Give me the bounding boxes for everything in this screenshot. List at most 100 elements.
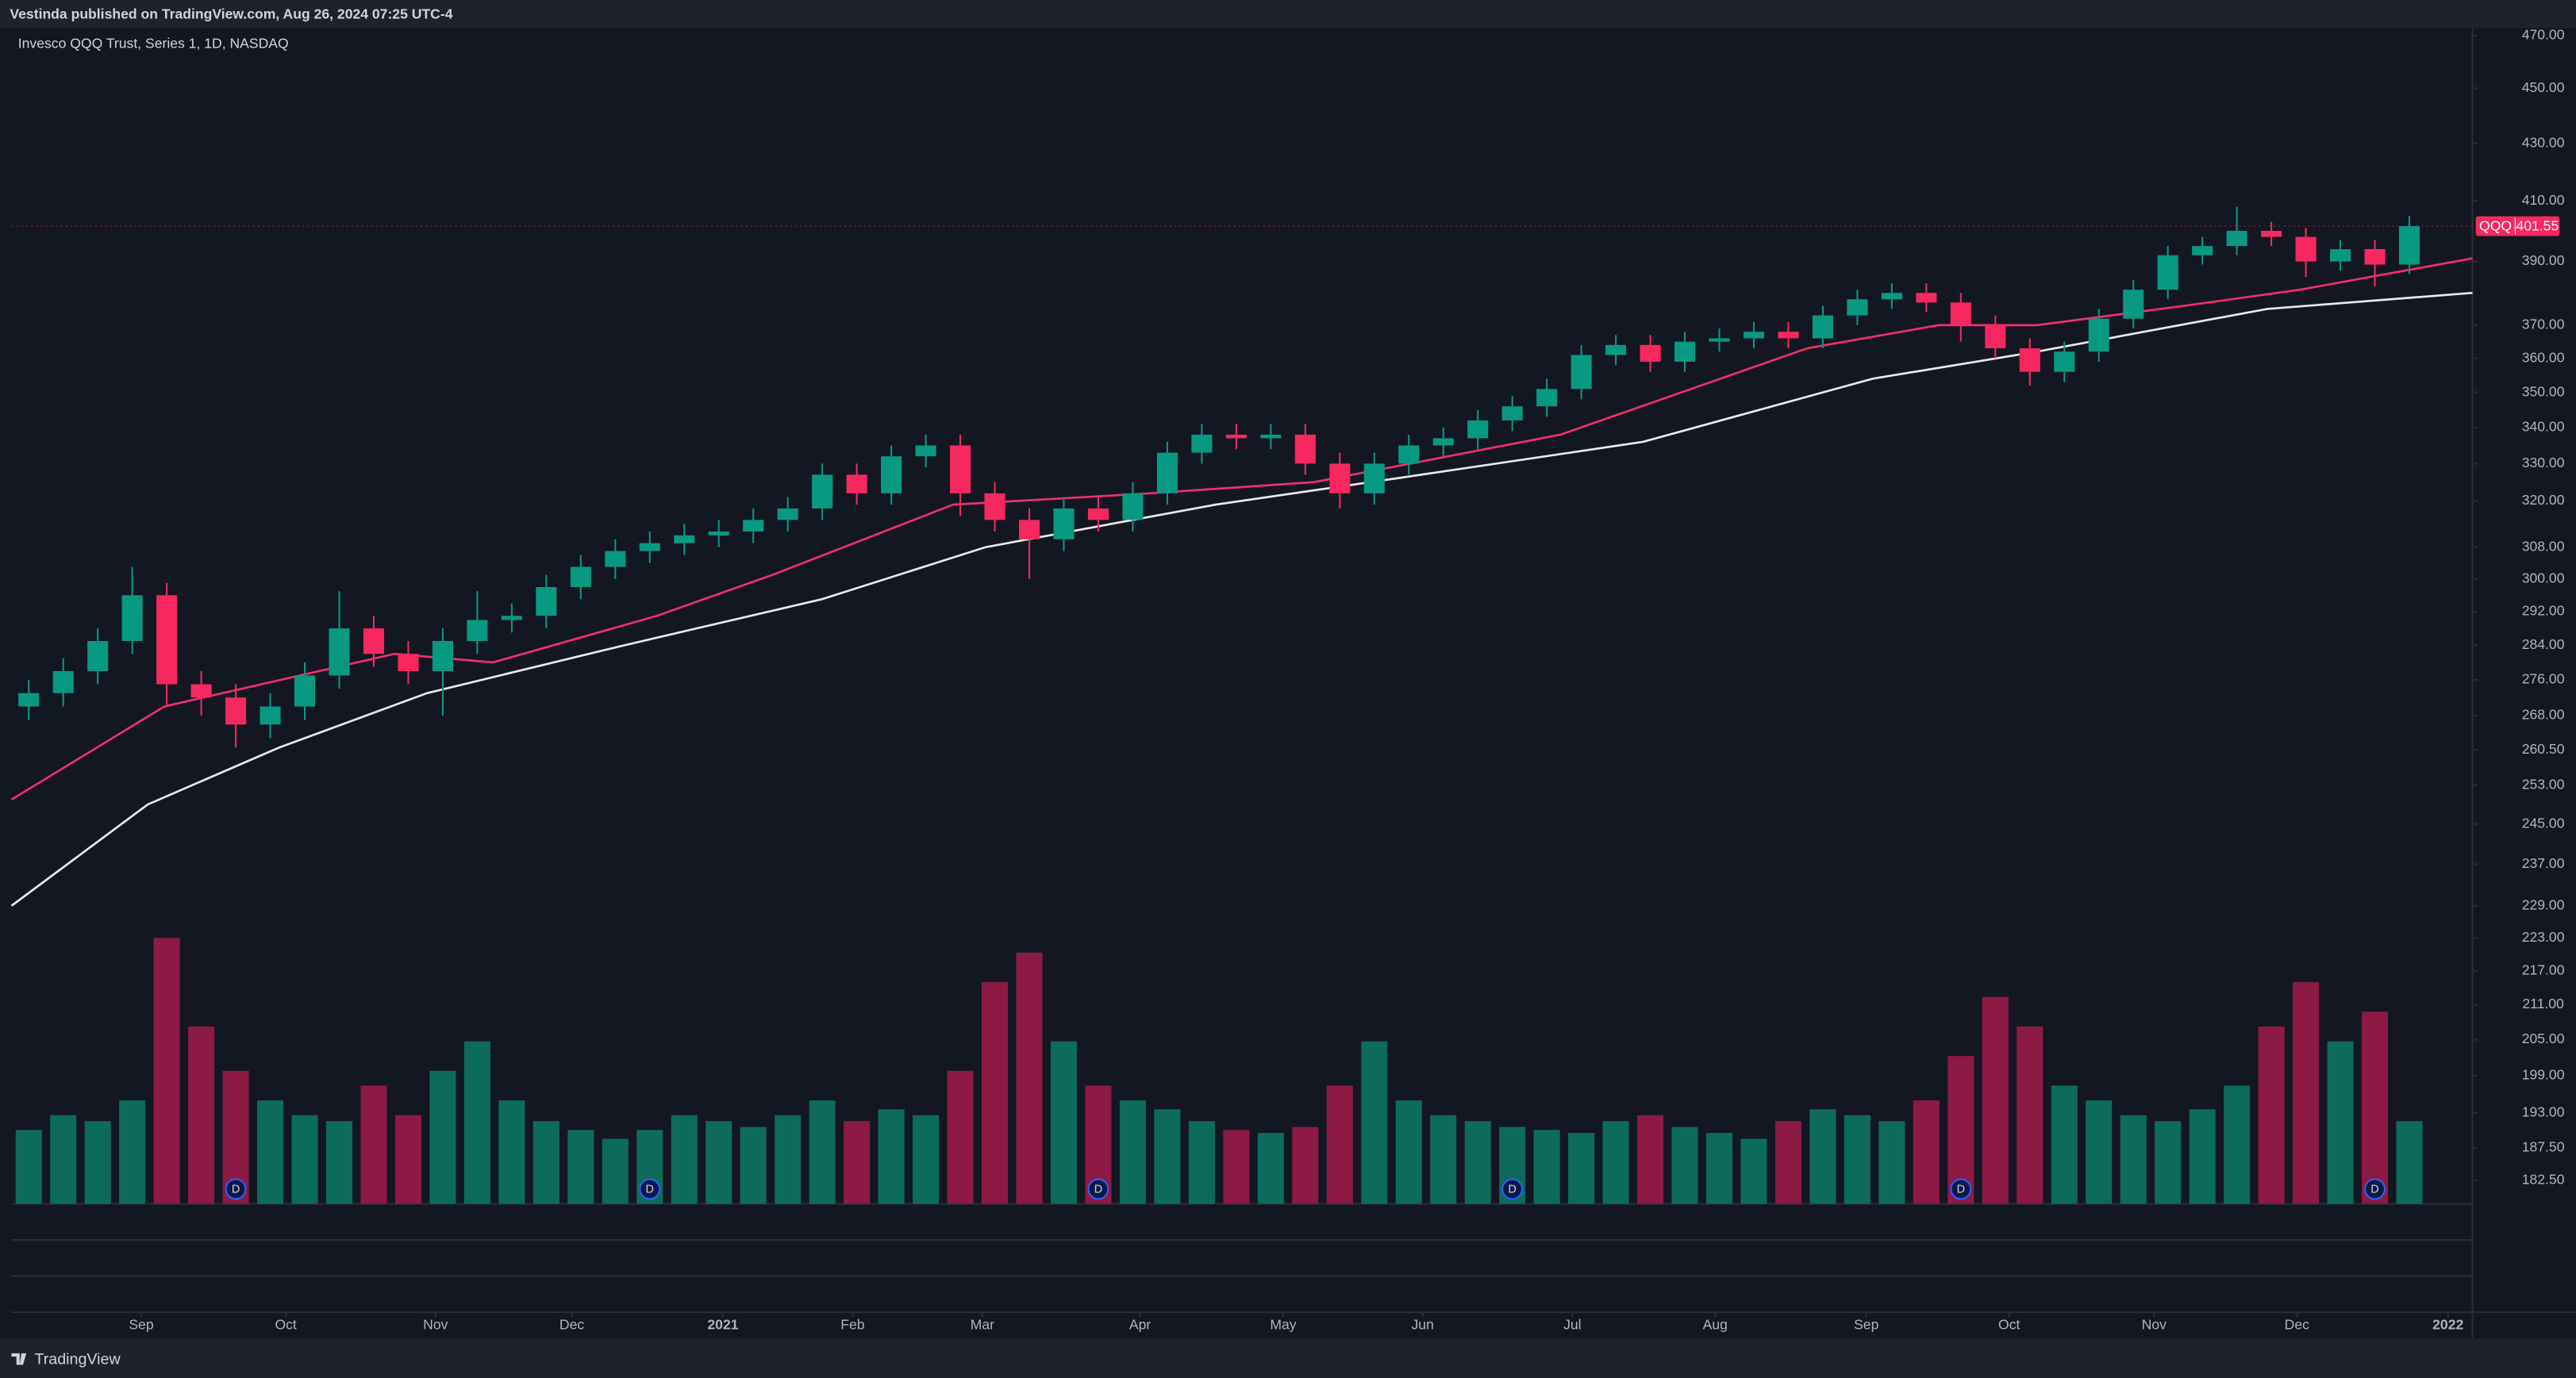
candle-body [1053,508,1075,539]
candle-body [1640,344,1661,362]
y-tick-label: 211.00 [2522,996,2564,1011]
volume-bar [602,1138,629,1204]
volume-bar [2086,1100,2113,1204]
y-tick-label: 193.00 [2522,1104,2565,1119]
header-bar [0,0,2576,29]
candle-body [467,620,488,642]
x-tick-label: Jul [1563,1316,1581,1332]
volume-bar [2051,1085,2078,1204]
volume-bar [1809,1109,1836,1204]
header-text: Vestinda published on TradingView.com, A… [10,6,452,21]
candle-body [156,595,178,685]
y-tick-label: 292.00 [2522,603,2565,619]
brand-logo [11,1353,27,1365]
y-tick-label: 470.00 [2522,27,2565,43]
candle-body [1467,420,1489,439]
candle-body [2019,348,2040,372]
candle-body [708,531,729,535]
candle-body [501,616,522,620]
volume-bar [360,1085,387,1204]
y-tick-label: 300.00 [2522,570,2565,585]
volume-bar [119,1100,146,1204]
volume-bar [15,1130,42,1204]
volume-bar [50,1115,77,1204]
volume-bar [2224,1085,2251,1204]
volume-bar [2362,1011,2389,1204]
volume-bar [463,1041,490,1204]
volume-bar [2258,1026,2285,1204]
candle-body [1916,293,1937,303]
volume-bar [2017,1026,2043,1204]
candle-body [363,628,385,654]
candle-body [1950,302,1971,325]
candle-body [2364,249,2386,265]
volume-bar [913,1115,940,1204]
candle-body [294,675,316,707]
candle-body [398,654,419,671]
volume-bar [325,1121,353,1204]
y-tick-label: 350.00 [2522,383,2565,399]
candle-body [1743,332,1765,339]
y-tick-label: 360.00 [2522,349,2565,365]
volume-bar [1913,1100,1940,1204]
symbol-label: QQQ [2479,218,2512,234]
volume-bar [844,1121,871,1204]
volume-bar [1016,952,1043,1204]
volume-bar [257,1100,284,1204]
x-tick-label: Sep [129,1316,154,1332]
candle-body [1260,434,1282,439]
candle-body [1156,452,1178,493]
volume-bar [1464,1121,1491,1204]
dividend-marker [639,1178,661,1200]
y-tick-label: 268.00 [2522,706,2565,722]
volume-bar [740,1127,767,1204]
y-tick-label: 187.50 [2522,1138,2565,1154]
y-tick-label: 223.00 [2522,929,2565,945]
volume-bar [1533,1130,1560,1204]
volume-bar [947,1070,974,1204]
y-tick-label: 276.00 [2522,671,2565,687]
candle-body [1501,406,1523,420]
candle-body [536,586,557,616]
candle-body [329,628,350,676]
volume-bar [1982,996,2009,1204]
candle-body [777,508,798,520]
dividend-label: D [2370,1184,2378,1196]
candle-body [1881,293,1902,300]
candle-body [1605,344,1627,355]
y-tick-label: 199.00 [2522,1067,2565,1083]
x-tick-label: Nov [2142,1316,2167,1332]
candle-body [2054,351,2075,372]
dividend-label: D [1094,1184,1102,1196]
candle-body [639,543,660,551]
y-tick-label: 253.00 [2522,776,2565,792]
volume-bar [291,1115,318,1204]
candle-body [2398,226,2420,265]
candle-body [570,566,591,587]
candle-body [1847,299,1868,316]
candle-body [1225,434,1247,439]
volume-bar [2293,982,2320,1204]
volume-bar [2120,1115,2147,1204]
candle-body [190,684,212,698]
price-label-box [2475,216,2560,236]
candle-body [743,520,764,532]
candle-body [1674,341,1696,362]
volume-bar [1257,1133,1284,1204]
candle-body [1294,434,1316,464]
candle-body [1536,389,1558,407]
candle-body [674,535,695,543]
volume-bar [1705,1133,1733,1204]
y-tick-label: 450.00 [2522,79,2565,95]
volume-bar [2396,1121,2423,1204]
dividend-marker [225,1178,247,1200]
x-tick-label: Dec [2285,1316,2309,1332]
x-tick-label: Jun [1411,1316,1433,1332]
y-tick-label: 237.00 [2522,855,2565,871]
y-tick-label: 182.50 [2522,1172,2565,1188]
candle-body [2295,236,2316,262]
y-tick-label: 245.00 [2522,815,2565,831]
x-tick-label: 2022 [2432,1316,2463,1332]
